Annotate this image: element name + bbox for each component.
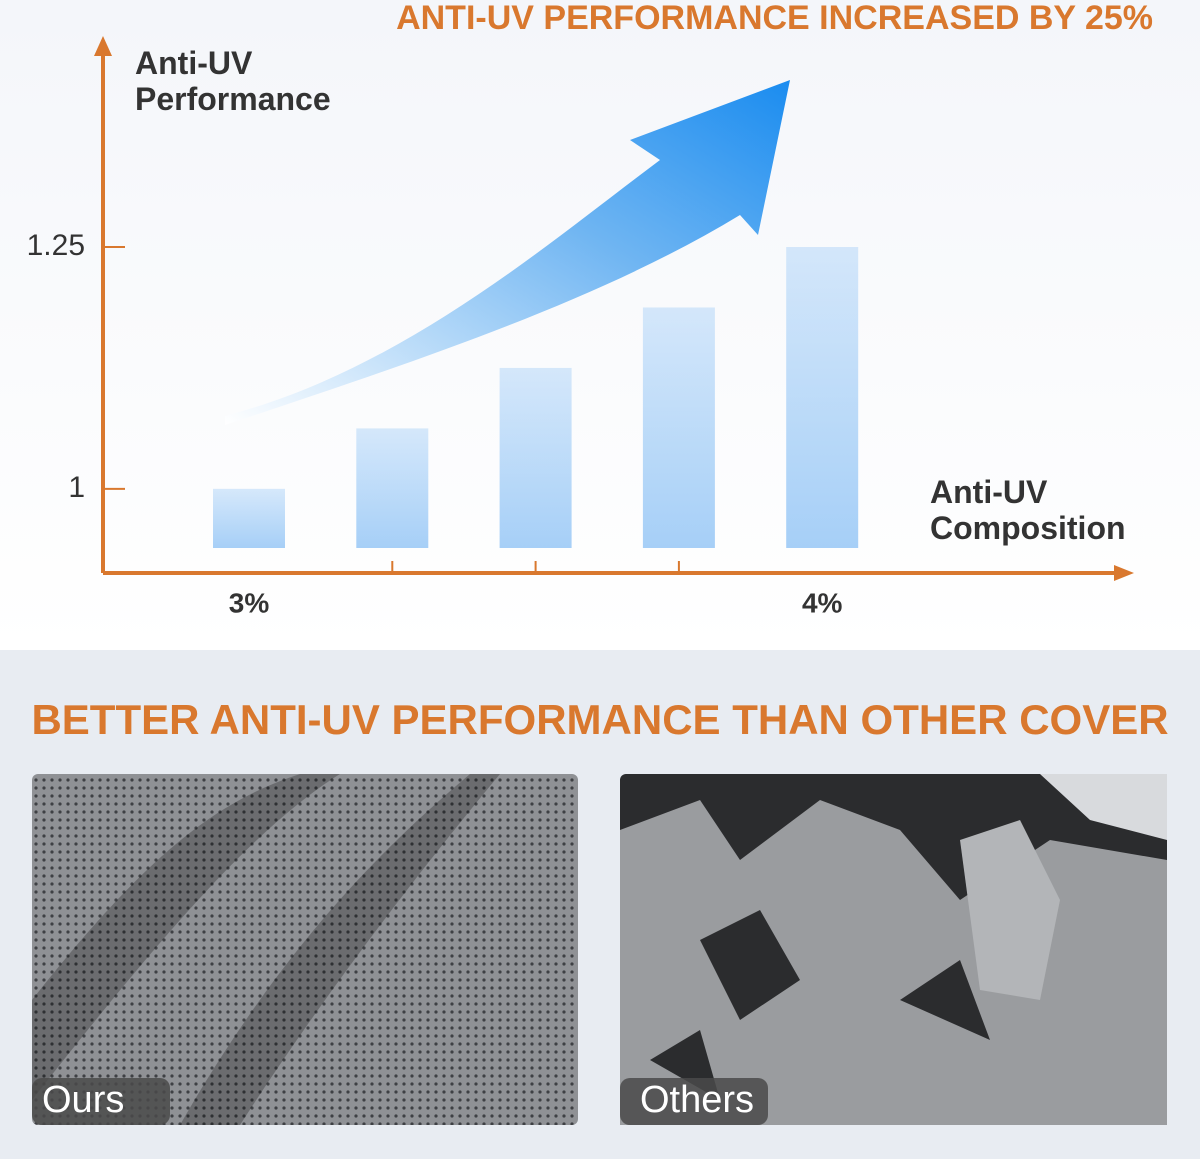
photo-label: Ours	[42, 1079, 124, 1121]
chart-background	[0, 0, 1200, 650]
photo-others	[620, 774, 1167, 1125]
y-axis-label: Anti-UV Performance	[135, 45, 331, 117]
x-tick-label: 3%	[229, 587, 270, 618]
y-axis-arrow	[94, 36, 112, 56]
photo-label: Others	[640, 1079, 754, 1121]
bar	[499, 367, 572, 548]
x-axis-label: Anti-UV Composition	[930, 474, 1126, 546]
y-tick-label: 1	[68, 471, 85, 504]
trend-arrow	[225, 80, 790, 425]
chart-title: ANTI-UV PERFORMANCE INCREASED BY 25%	[396, 0, 1153, 37]
y-tick-label: 1.25	[27, 229, 85, 262]
x-axis-arrow	[1114, 565, 1134, 581]
x-tick-label: 4%	[802, 587, 843, 618]
bar	[786, 247, 859, 548]
bar	[356, 428, 429, 548]
bar	[642, 307, 715, 548]
bar	[213, 488, 285, 548]
section-title: BETTER ANTI-UV PERFORMANCE THAN OTHER CO…	[31, 696, 1168, 743]
photo-ours	[32, 774, 578, 1125]
